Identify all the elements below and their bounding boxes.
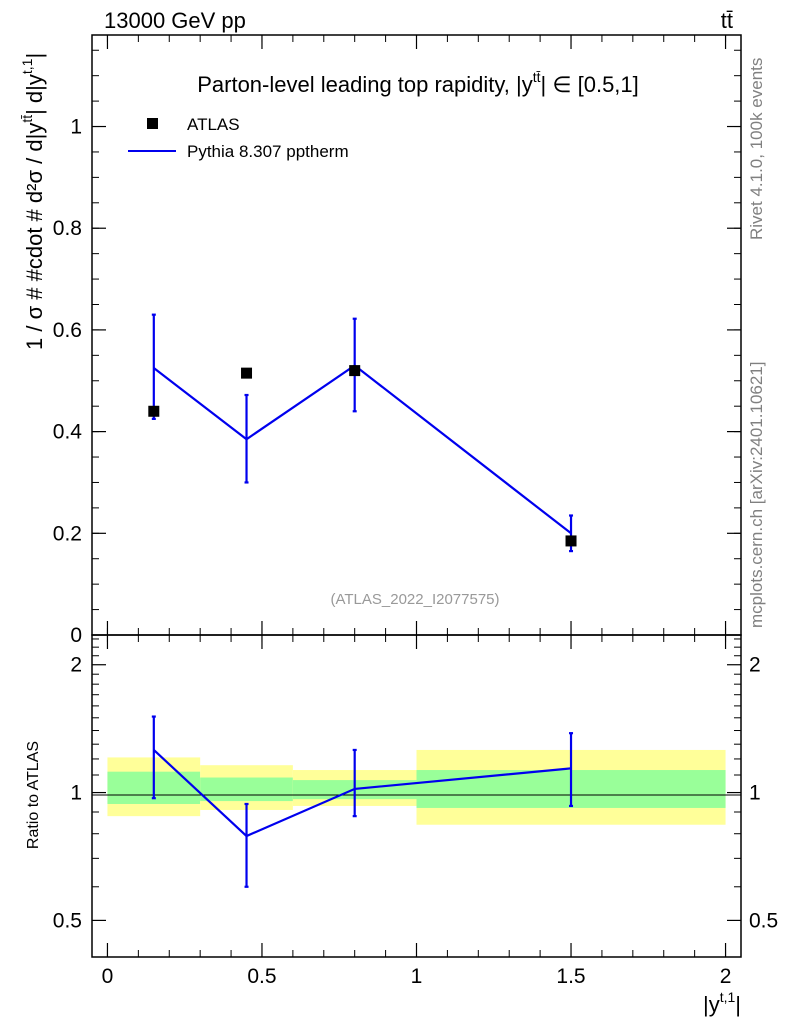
ratio-ytick-label: 0.5 [53, 909, 82, 932]
main-ylabel: 1 / σ # #cdot # d²σ / d|ytt̄| d|yt,1| [19, 53, 47, 350]
main-title: Parton-level leading top rapidity, |ytt̄… [197, 69, 639, 97]
main-ytick-label: 0.2 [53, 522, 82, 545]
ratio-xtick-label: 0.5 [247, 965, 276, 988]
atlas-point [349, 365, 361, 377]
atlas-point [565, 535, 577, 547]
pythia-line [153, 364, 572, 535]
main-ticks: 0 0.2 0.4 0.6 0.8 1 [53, 35, 741, 647]
main-ytick-label: 1 [70, 116, 82, 139]
main-ytick-label: 0 [70, 624, 82, 647]
main-data [148, 313, 577, 553]
legend-label-pythia: Pythia 8.307 pptherm [187, 142, 349, 161]
ratio-xtick-label: 2 [720, 965, 732, 988]
ratio-ytick-label: 1 [70, 782, 82, 805]
main-panel: 0 0.2 0.4 0.6 0.8 1 Parton-level leading top … [19, 34, 742, 647]
ratio-xtick-label: 1.5 [556, 965, 585, 988]
ratio-ytick-label-right: 2 [749, 654, 761, 677]
ratio-data [151, 715, 574, 888]
ratio-ylabel: Ratio to ATLAS [25, 741, 42, 849]
mcplots-label: mcplots.cern.ch [arXiv:2401.10621] [747, 362, 766, 628]
legend-label-atlas: ATLAS [187, 115, 240, 134]
ratio-xtick-label: 1 [411, 965, 423, 988]
ratio-band-green [200, 777, 293, 802]
atlas-point [241, 367, 253, 379]
rivet-label: Rivet 4.1.0, 100k events [747, 58, 766, 240]
header-left-label: 13000 GeV pp [104, 8, 246, 33]
ratio-ytick-label-right: 0.5 [749, 909, 778, 932]
main-ytick-label: 0.8 [53, 217, 82, 240]
ratio-ticks: 0.5 0.5 1 1 2 2 0 0.5 1 1.5 2 [53, 635, 778, 988]
ratio-ytick-label-right: 1 [749, 782, 761, 805]
ratio-line [153, 749, 572, 838]
atlas-point [148, 405, 160, 417]
ratio-xtick-label: 0 [102, 965, 114, 988]
legend: ATLAS Pythia 8.307 pptherm [128, 115, 349, 161]
main-ytick-label: 0.6 [53, 319, 82, 342]
ratio-ytick-label: 2 [70, 654, 82, 677]
ratio-panel: 0.5 0.5 1 1 2 2 0 0.5 1 1.5 2 Ratio to ATLAS |yt,1… [25, 634, 778, 1017]
main-ytick-label: 0.4 [53, 421, 83, 444]
header-right-label: tt̄ [721, 8, 733, 33]
legend-marker-atlas [147, 118, 158, 129]
x-axis-label: |yt,1| [703, 989, 741, 1017]
main-watermark: (ATLAS_2022_I2077575) [330, 591, 499, 608]
ratio-bands [107, 749, 726, 825]
